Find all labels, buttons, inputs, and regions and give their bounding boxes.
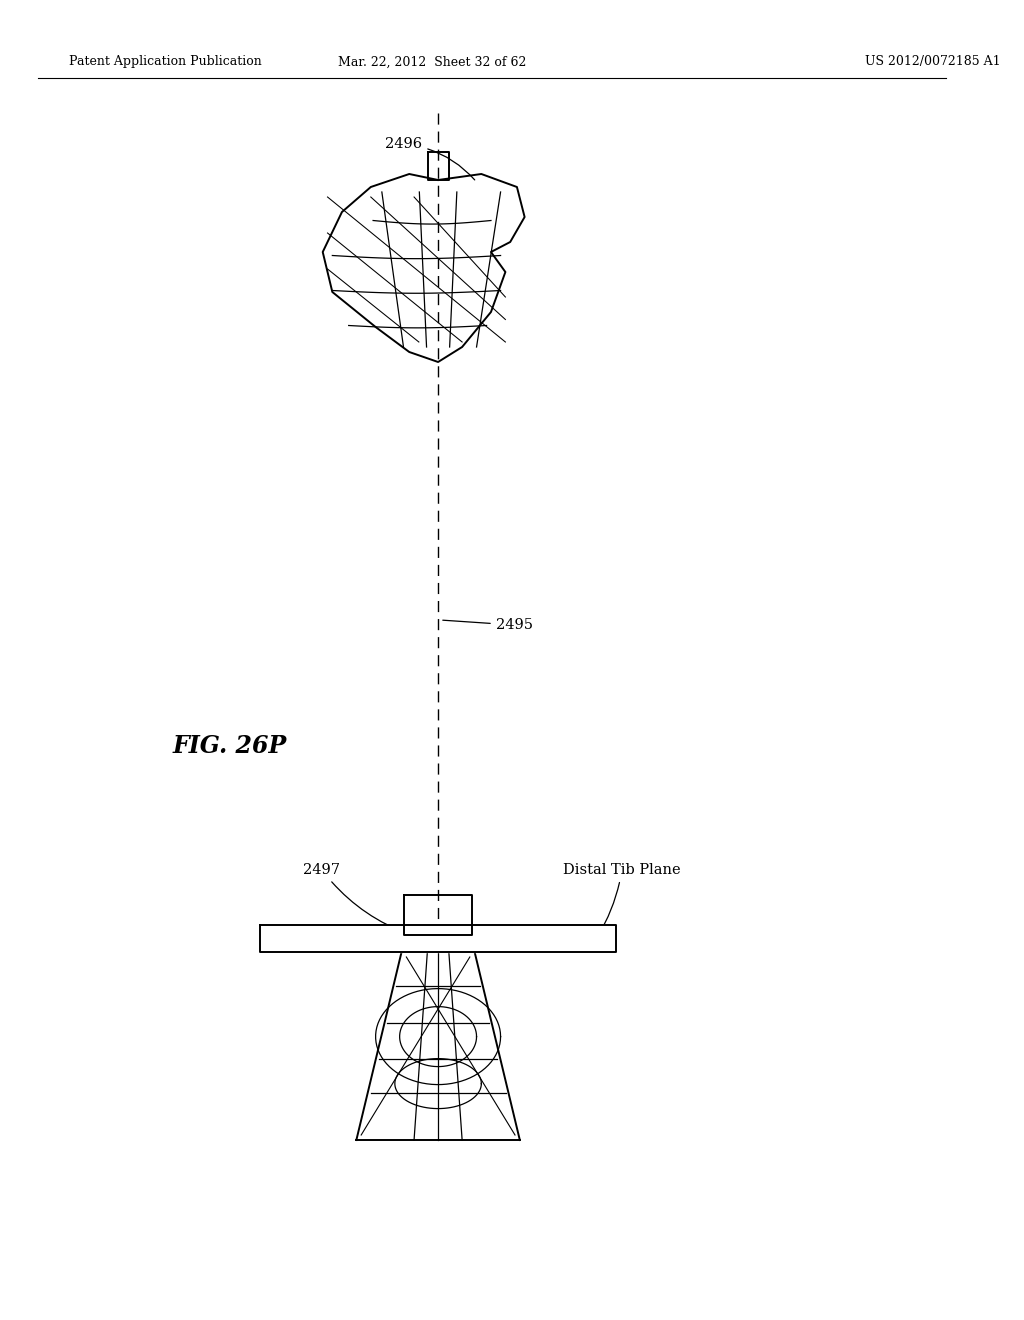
Text: 2496: 2496 [385, 137, 475, 180]
Text: FIG. 26P: FIG. 26P [172, 734, 287, 758]
Text: Distal Tib Plane: Distal Tib Plane [563, 863, 681, 936]
Polygon shape [356, 952, 520, 1140]
Text: 2497: 2497 [303, 863, 409, 935]
Text: 2495: 2495 [442, 618, 532, 632]
Text: US 2012/0072185 A1: US 2012/0072185 A1 [865, 55, 1000, 69]
Text: Mar. 22, 2012  Sheet 32 of 62: Mar. 22, 2012 Sheet 32 of 62 [339, 55, 526, 69]
Polygon shape [260, 925, 616, 952]
Text: Patent Application Publication: Patent Application Publication [70, 55, 262, 69]
